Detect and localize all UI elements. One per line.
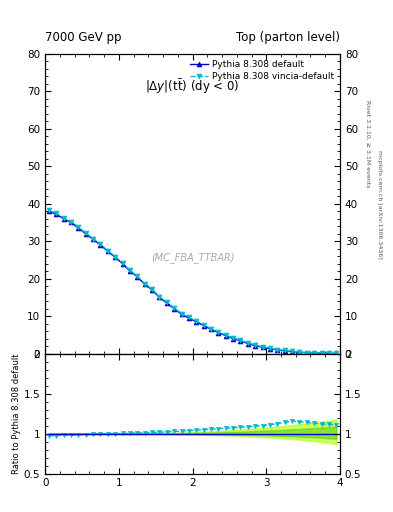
Pythia 8.308 vincia-default xyxy=(91,236,95,242)
Text: (MC_FBA_TTBAR): (MC_FBA_TTBAR) xyxy=(151,252,234,263)
Pythia 8.308 vincia-default xyxy=(98,241,103,247)
Pythia 8.308 vincia-default xyxy=(113,253,118,260)
Pythia 8.308 default xyxy=(187,315,191,321)
Pythia 8.308 default xyxy=(201,323,206,329)
Pythia 8.308 vincia-default xyxy=(172,305,176,311)
Pythia 8.308 vincia-default xyxy=(76,224,81,230)
Pythia 8.308 default xyxy=(172,306,176,312)
Pythia 8.308 default xyxy=(290,349,294,355)
Pythia 8.308 vincia-default xyxy=(231,335,235,341)
Pythia 8.308 vincia-default xyxy=(69,219,73,225)
Pythia 8.308 vincia-default xyxy=(46,207,51,214)
Legend: Pythia 8.308 default, Pythia 8.308 vincia-default: Pythia 8.308 default, Pythia 8.308 vinci… xyxy=(188,58,336,82)
Pythia 8.308 vincia-default xyxy=(275,347,280,353)
Pythia 8.308 vincia-default xyxy=(297,349,302,355)
Text: Rivet 3.1.10, ≥ 3.1M events: Rivet 3.1.10, ≥ 3.1M events xyxy=(365,100,370,187)
Pythia 8.308 vincia-default xyxy=(223,332,228,338)
Pythia 8.308 default xyxy=(135,274,140,280)
Pythia 8.308 vincia-default xyxy=(216,329,221,335)
Pythia 8.308 default xyxy=(194,318,198,325)
Pythia 8.308 default xyxy=(54,211,59,217)
Pythia 8.308 default xyxy=(223,333,228,339)
Pythia 8.308 default xyxy=(142,281,147,287)
Pythia 8.308 vincia-default xyxy=(327,350,331,356)
Pythia 8.308 default xyxy=(268,346,272,352)
Pythia 8.308 vincia-default xyxy=(128,267,132,273)
Pythia 8.308 default xyxy=(120,261,125,267)
Pythia 8.308 vincia-default xyxy=(135,273,140,279)
Pythia 8.308 default xyxy=(231,335,235,342)
Pythia 8.308 default xyxy=(46,208,51,214)
Pythia 8.308 vincia-default xyxy=(246,339,250,346)
Pythia 8.308 default xyxy=(61,216,66,222)
Pythia 8.308 default xyxy=(91,236,95,242)
Pythia 8.308 vincia-default xyxy=(260,344,265,350)
Pythia 8.308 default xyxy=(128,268,132,274)
Pythia 8.308 vincia-default xyxy=(142,281,147,287)
Pythia 8.308 default xyxy=(164,300,169,306)
Pythia 8.308 vincia-default xyxy=(105,247,110,253)
Pythia 8.308 vincia-default xyxy=(179,310,184,316)
Y-axis label: Ratio to Pythia 8.308 default: Ratio to Pythia 8.308 default xyxy=(12,353,21,474)
Pythia 8.308 vincia-default xyxy=(312,350,316,356)
Pythia 8.308 default xyxy=(209,326,213,332)
Pythia 8.308 default xyxy=(282,348,287,354)
Pythia 8.308 default xyxy=(157,294,162,301)
Pythia 8.308 vincia-default xyxy=(319,350,324,356)
Pythia 8.308 vincia-default xyxy=(61,215,66,221)
Pythia 8.308 default xyxy=(253,343,257,349)
Pythia 8.308 default xyxy=(216,330,221,336)
Pythia 8.308 vincia-default xyxy=(305,350,309,356)
Pythia 8.308 default xyxy=(76,225,81,231)
Pythia 8.308 default xyxy=(305,350,309,356)
Pythia 8.308 vincia-default xyxy=(253,342,257,348)
Pythia 8.308 default xyxy=(327,350,331,356)
Pythia 8.308 default xyxy=(260,344,265,350)
Text: 7000 GeV pp: 7000 GeV pp xyxy=(45,31,122,44)
Pythia 8.308 default xyxy=(69,219,73,225)
Pythia 8.308 default xyxy=(150,287,154,293)
Pythia 8.308 vincia-default xyxy=(187,314,191,321)
Pythia 8.308 default xyxy=(246,340,250,347)
Pythia 8.308 default xyxy=(312,350,316,356)
Text: Top (parton level): Top (parton level) xyxy=(236,31,340,44)
Pythia 8.308 vincia-default xyxy=(334,350,339,356)
Text: $|\Delta y|(\mathregular{t\bar{t}})$ (dy < 0): $|\Delta y|(\mathregular{t\bar{t}})$ (dy… xyxy=(145,78,240,96)
Pythia 8.308 vincia-default xyxy=(238,337,243,343)
Pythia 8.308 vincia-default xyxy=(54,210,59,216)
Pythia 8.308 vincia-default xyxy=(164,299,169,305)
Pythia 8.308 default xyxy=(334,350,339,356)
Pythia 8.308 vincia-default xyxy=(209,326,213,332)
Line: Pythia 8.308 vincia-default: Pythia 8.308 vincia-default xyxy=(46,208,339,356)
Pythia 8.308 vincia-default xyxy=(282,347,287,353)
Pythia 8.308 default xyxy=(105,248,110,254)
Pythia 8.308 vincia-default xyxy=(194,318,198,324)
Text: mcplots.cern.ch [arXiv:1306.3436]: mcplots.cern.ch [arXiv:1306.3436] xyxy=(377,151,382,259)
Pythia 8.308 default xyxy=(113,254,118,261)
Pythia 8.308 vincia-default xyxy=(290,348,294,354)
Pythia 8.308 vincia-default xyxy=(157,293,162,300)
Pythia 8.308 default xyxy=(179,311,184,317)
Pythia 8.308 default xyxy=(297,349,302,355)
Line: Pythia 8.308 default: Pythia 8.308 default xyxy=(46,209,339,356)
Pythia 8.308 default xyxy=(83,230,88,237)
Pythia 8.308 vincia-default xyxy=(120,260,125,266)
Pythia 8.308 default xyxy=(319,350,324,356)
Pythia 8.308 vincia-default xyxy=(83,230,88,236)
Pythia 8.308 default xyxy=(238,338,243,344)
Pythia 8.308 vincia-default xyxy=(150,286,154,292)
Pythia 8.308 default xyxy=(98,242,103,248)
Pythia 8.308 vincia-default xyxy=(201,322,206,328)
Pythia 8.308 default xyxy=(275,347,280,353)
Pythia 8.308 vincia-default xyxy=(268,345,272,351)
